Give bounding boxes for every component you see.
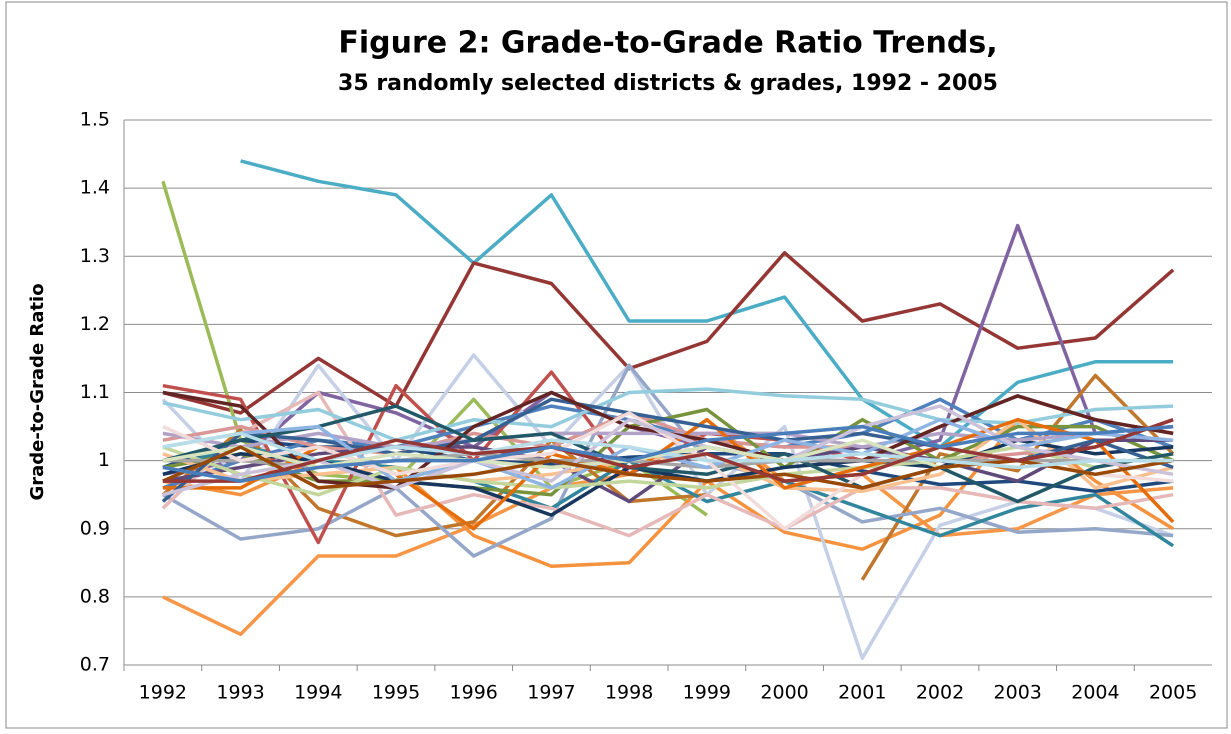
series-line — [162, 251, 1175, 415]
x-tick-label: 2004 — [1071, 682, 1119, 704]
y-tick-label: 0.9 — [80, 517, 110, 539]
y-tick-label: 1.4 — [80, 177, 110, 199]
y-tick-label: 0.7 — [80, 654, 110, 676]
x-tick-label: 2005 — [1149, 682, 1197, 704]
x-tick-label: 1996 — [450, 682, 498, 704]
y-tick-label: 1.3 — [80, 245, 110, 267]
series-line — [162, 411, 1174, 463]
series-line — [162, 424, 1174, 483]
series-line — [162, 445, 1174, 497]
x-tick-label: 1997 — [527, 682, 575, 704]
series-line — [162, 418, 1174, 483]
y-tick-label: 1.2 — [80, 313, 110, 335]
x-tick-label: 1992 — [139, 682, 187, 704]
y-tick-label: 1 — [98, 449, 110, 471]
chart-title: Figure 2: Grade-to-Grade Ratio Trends, — [338, 26, 997, 61]
chart-frame — [5, 1, 1228, 729]
series-line — [162, 445, 1174, 490]
series-line — [162, 417, 1174, 490]
y-tick-label: 1.1 — [80, 381, 110, 403]
x-tick-label: 2000 — [760, 682, 808, 704]
y-tick-label: 0.8 — [80, 585, 110, 607]
series-line — [162, 445, 1175, 548]
x-tick-label: 2003 — [994, 682, 1042, 704]
x-tick-label: 2002 — [916, 682, 964, 704]
series-line — [162, 363, 1174, 558]
x-tick-label: 1998 — [605, 682, 653, 704]
y-axis-label: Grade-to-Grade Ratio — [27, 283, 48, 500]
x-tick-label: 1994 — [294, 682, 342, 704]
series-line — [240, 159, 1174, 449]
x-tick-label: 1993 — [216, 682, 264, 704]
chart-subtitle: 35 randomly selected districts & grades,… — [338, 71, 998, 96]
y-tick-label: 1.5 — [80, 109, 110, 131]
x-tick-label: 1999 — [683, 682, 731, 704]
x-tick-label: 2001 — [838, 682, 886, 704]
x-tick-label: 1995 — [372, 682, 420, 704]
series-line — [162, 404, 1174, 504]
